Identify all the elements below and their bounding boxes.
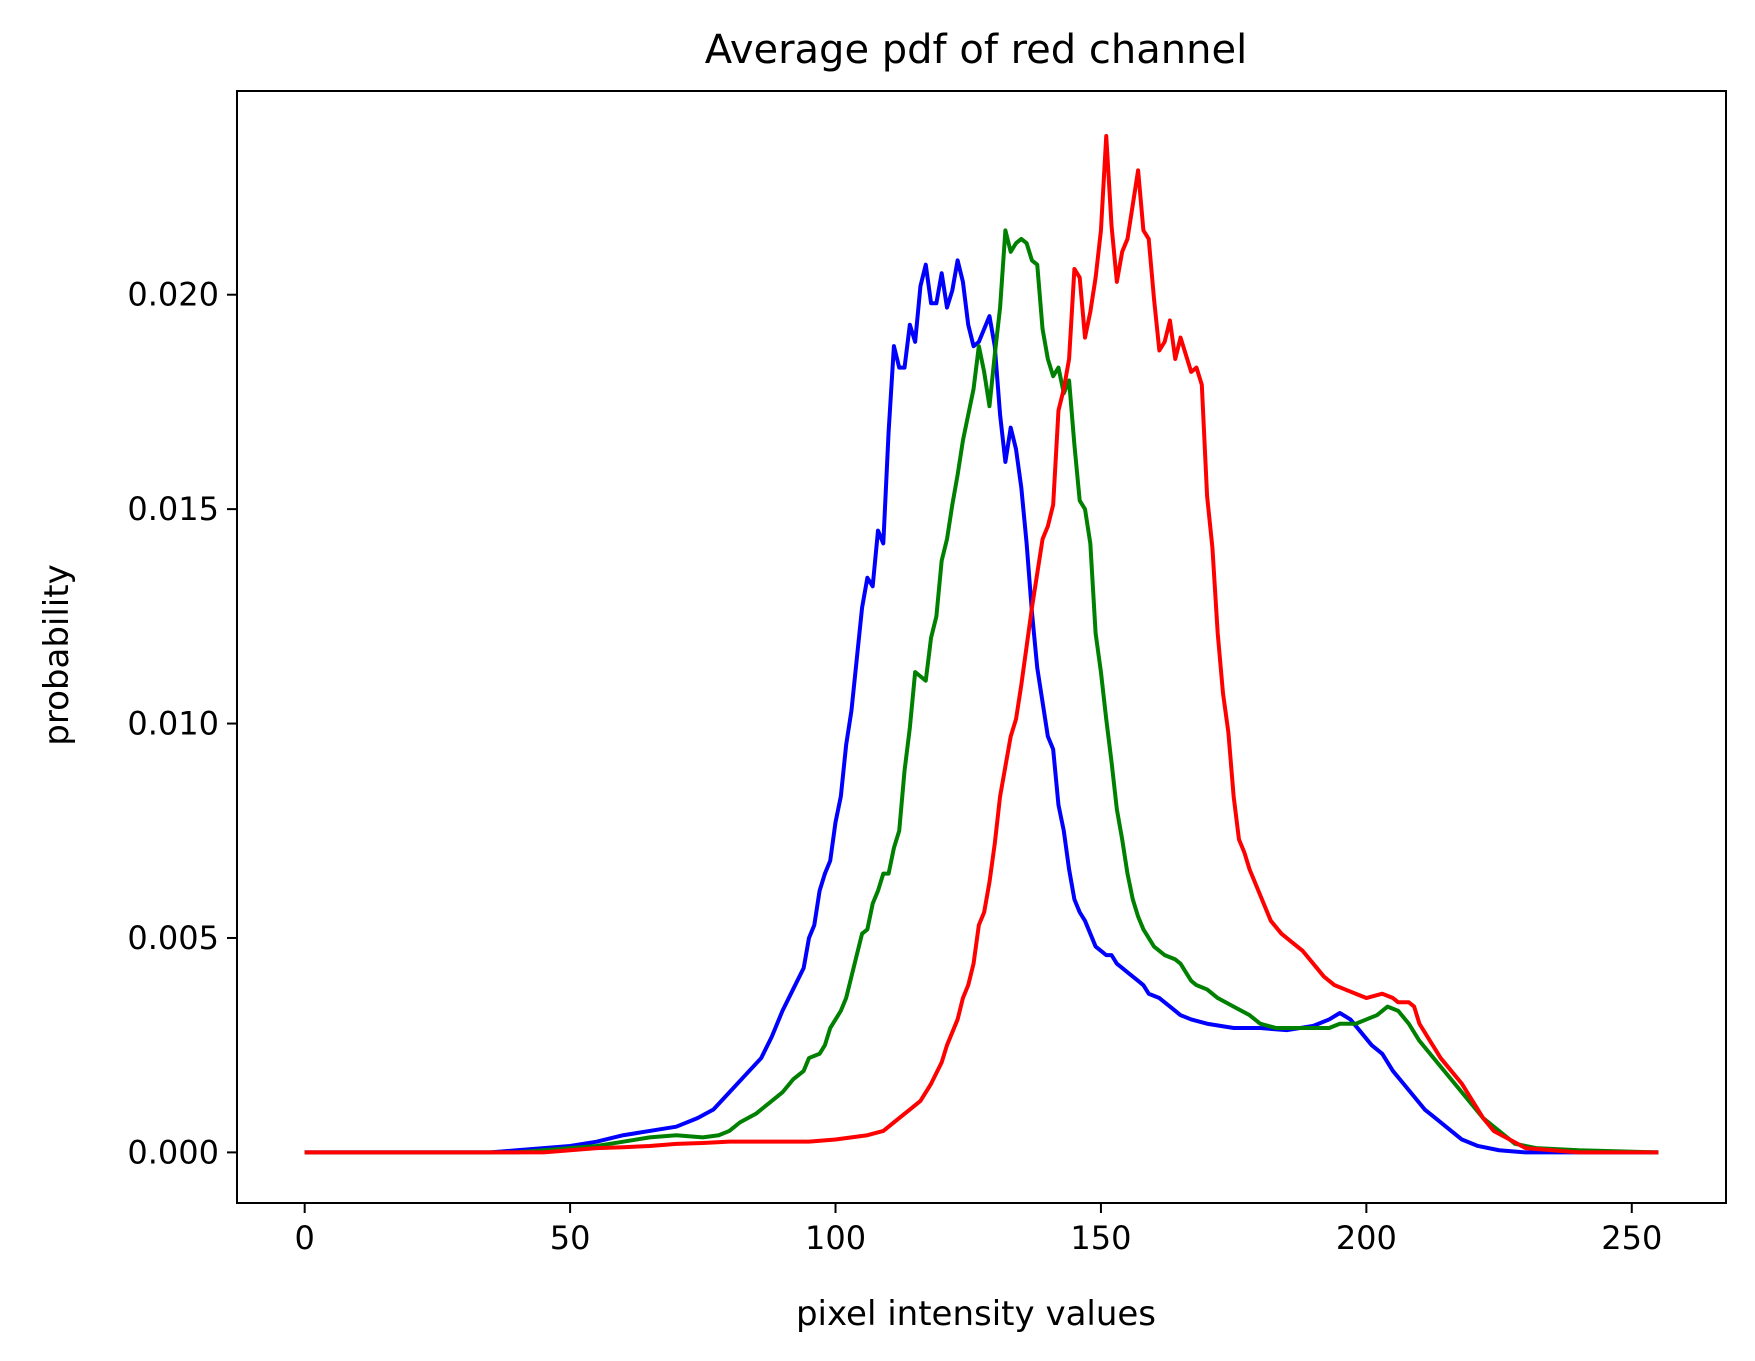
x-tick-label: 150 xyxy=(1070,1219,1131,1257)
x-tick-label: 200 xyxy=(1336,1219,1397,1257)
y-tick-label: 0.015 xyxy=(127,490,219,528)
y-tick-label: 0.020 xyxy=(127,276,219,314)
y-tick-label: 0.010 xyxy=(127,705,219,743)
chart-title: Average pdf of red channel xyxy=(705,27,1247,73)
x-tick-label: 50 xyxy=(550,1219,591,1257)
y-tick-label: 0.000 xyxy=(127,1133,219,1171)
y-tick-label: 0.005 xyxy=(127,919,219,957)
x-axis-label: pixel intensity values xyxy=(796,1294,1156,1334)
y-axis-label: probability xyxy=(37,564,77,745)
x-tick-label: 100 xyxy=(805,1219,866,1257)
x-tick-label: 0 xyxy=(295,1219,315,1257)
x-tick-label: 250 xyxy=(1601,1219,1662,1257)
